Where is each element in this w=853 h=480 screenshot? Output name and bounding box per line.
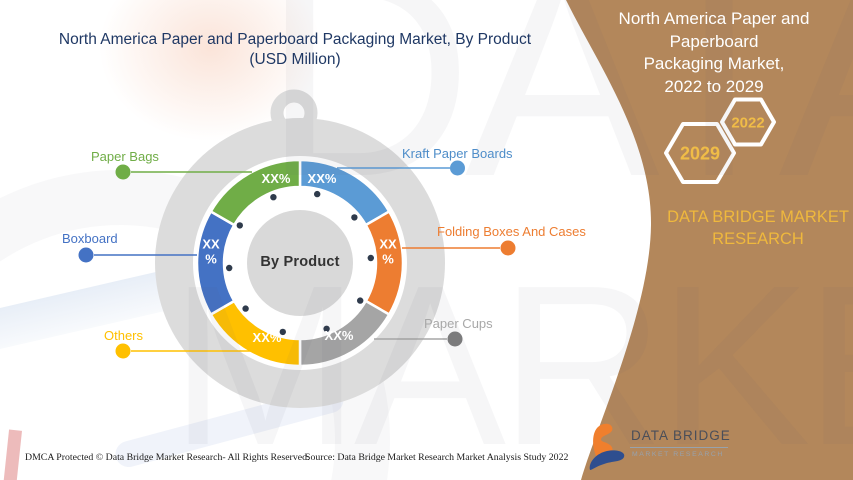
label-others: Others <box>104 328 144 343</box>
logo-swoosh-shape <box>589 450 625 470</box>
callout-dot-boxboard <box>78 247 94 263</box>
label-paper-cups: Paper Cups <box>424 316 493 331</box>
dmca-notice: DMCA Protected © Data Bridge Market Rese… <box>25 452 310 463</box>
hexagon-2022 <box>720 97 776 147</box>
panel-title: North America Paper and Paperboard Packa… <box>618 9 810 96</box>
logo-tagline: MARKET RESEARCH <box>632 451 724 458</box>
label-paper-bags: Paper Bags <box>91 149 159 164</box>
callout-dot-kraft <box>450 160 465 176</box>
hexagon-2029 <box>664 122 736 184</box>
callout-leaders <box>94 167 500 352</box>
dial-dots <box>226 190 374 336</box>
value-others: XX% <box>252 329 282 345</box>
logo-underline <box>630 447 728 448</box>
callout-dot-folding <box>500 240 516 256</box>
source-attribution: Source: Data Bridge Market Research Mark… <box>305 452 569 463</box>
logo-b-shape <box>593 423 613 459</box>
donut-chart <box>195 158 405 368</box>
value-kraft-paper-boards: XX% <box>307 170 337 186</box>
label-folding-boxes-and-cases: Folding Boxes And Cases <box>437 224 586 239</box>
value-boxboard: XX % <box>202 236 220 266</box>
callout-dot-paper-bags <box>115 164 131 180</box>
donut-segment-paper-bags <box>209 158 302 227</box>
right-panel-background <box>566 0 853 480</box>
donut-center-label: By Product <box>260 254 340 270</box>
year-badge-2022: 2022 <box>731 114 765 132</box>
chart-title: North America Paper and Paperboard Packa… <box>58 31 532 68</box>
year-hexagons <box>664 97 776 184</box>
data-bridge-logo-icon <box>589 423 625 470</box>
brand-text: DATA BRIDGE MARKET RESEARCH <box>667 208 849 248</box>
value-folding-boxes-and-cases: XX % <box>379 236 397 266</box>
year-badge-2029: 2029 <box>679 143 721 164</box>
callout-dot-others <box>115 343 131 359</box>
label-kraft-paper-boards: Kraft Paper Boards <box>402 146 513 161</box>
donut-center-hub <box>247 210 353 316</box>
value-paper-cups: XX% <box>324 327 354 343</box>
value-paper-bags: XX% <box>261 170 291 186</box>
logo-wordmark: DATA BRIDGE <box>631 428 731 443</box>
callout-dot-paper-cups <box>447 331 463 347</box>
label-boxboard: Boxboard <box>62 231 118 246</box>
